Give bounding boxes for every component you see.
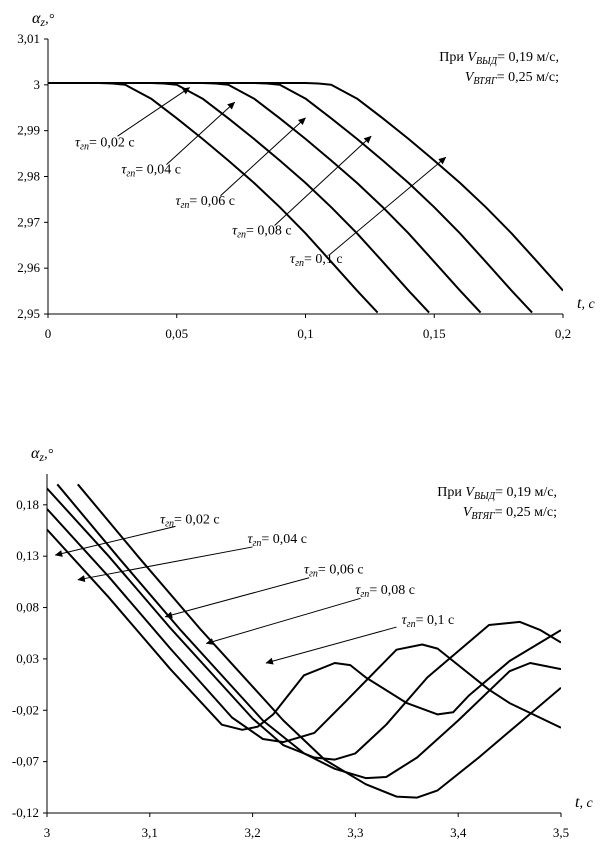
series-label-3: τгп= 0,06 с: [304, 563, 364, 580]
annotation-arrow-3: [164, 577, 310, 619]
series-line-3: [47, 487, 561, 761]
x-tick-label: 3,3: [347, 825, 363, 840]
y-tick-label: 0,13: [16, 548, 39, 563]
y-tick-label: 2,99: [17, 123, 40, 138]
x-tick-label: 0,2: [555, 326, 571, 341]
series-label-2: τгп= 0,04 с: [121, 162, 181, 179]
chart-2: 0,18 0,13 0,08 0,03 -0,02 -0,07 -0,12 3 3,1 3,2 3,…: [12, 445, 594, 840]
x-tick-label: 3,4: [450, 825, 467, 840]
note-line-1: При VВЫД= 0,19 м/с,: [439, 50, 559, 67]
y-axis-label: αz,°: [31, 445, 54, 464]
y-tick-label: 3: [34, 77, 41, 92]
note-line-2: VВТЯГ= 0,25 м/с;: [465, 70, 559, 87]
y-axis-label: αz,°: [32, 10, 55, 29]
x-tick-label: 0,15: [423, 326, 446, 341]
annotation-arrow-4: [205, 597, 361, 645]
series-label-4: τгп= 0,08 с: [355, 583, 415, 600]
x-tick-label: 3: [44, 825, 51, 840]
y-tick-label: 2,97: [17, 214, 40, 229]
annotation-arrow-5: [329, 156, 447, 255]
y-tick-label: 0,18: [16, 497, 39, 512]
note-line-1: При VВЫД= 0,19 м/с,: [437, 485, 557, 502]
series-line-4: [48, 82, 533, 314]
x-tick-label: 3,2: [244, 825, 260, 840]
annotation-arrow-2: [77, 546, 253, 582]
x-tick-label: 0,1: [297, 326, 313, 341]
x-axis-label: t, с: [575, 794, 593, 811]
series-line-3: [48, 82, 482, 314]
y-tick-label: -0,07: [12, 754, 40, 769]
series-label-3: τгп= 0,06 с: [175, 194, 235, 211]
series-label-1: τгп= 0,02 с: [75, 135, 135, 152]
y-tick-label: 3,01: [17, 31, 40, 46]
series-line-5: [77, 483, 561, 799]
y-tick-label: 0,08: [16, 600, 39, 615]
x-axis-label: t, с: [577, 295, 595, 312]
x-tick-label: 0,05: [165, 326, 188, 341]
series-line-2: [47, 508, 561, 744]
series-line-5: [48, 82, 563, 292]
annotation-arrow-1: [117, 87, 191, 137]
series-label-5: τгп= 0,1 с: [290, 252, 343, 269]
annotation-arrow-3: [220, 117, 306, 197]
y-tick-label: 2,95: [17, 306, 40, 321]
x-tick-label: 0: [45, 326, 52, 341]
note-line-2: VВТЯГ= 0,25 м/с;: [463, 505, 557, 522]
annotation-arrow-1: [54, 525, 176, 557]
series-label-4: τгп= 0,08 с: [232, 224, 292, 241]
series-label-1: τгп= 0,02 с: [160, 512, 220, 529]
x-tick-label: 3,1: [142, 825, 158, 840]
annotation-arrow-4: [274, 135, 372, 226]
x-tick-label: 3,5: [553, 825, 569, 840]
series-line-4: [56, 483, 561, 780]
y-tick-label: 2,98: [17, 169, 40, 184]
y-tick-label: 0,03: [16, 651, 39, 666]
annotation-arrow-5: [265, 626, 397, 665]
y-tick-label: 2,96: [17, 260, 40, 275]
annotation-arrow-2: [166, 101, 236, 165]
chart-1: 3,01 3 2,99 2,98 2,97 2,96 2,95 0 0,05 0,1 0,15 0,2…: [17, 10, 595, 341]
y-tick-label: -0,12: [12, 805, 39, 820]
y-tick-label: -0,02: [12, 702, 39, 717]
series-label-2: τгп= 0,04 с: [247, 532, 307, 549]
series-label-5: τгп= 0,1 с: [402, 613, 455, 630]
series-line-1: [47, 528, 561, 731]
